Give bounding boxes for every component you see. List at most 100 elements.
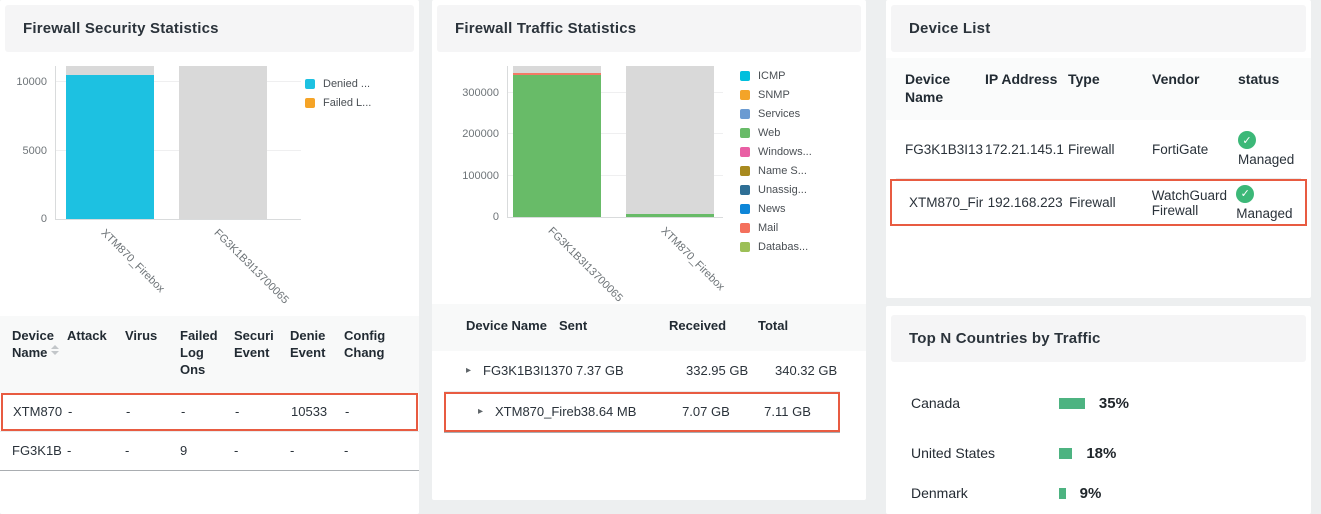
table-cell: - bbox=[235, 404, 240, 420]
expand-row-icon[interactable]: ▸ bbox=[478, 406, 484, 418]
bar-segment-denied-events[interactable] bbox=[66, 74, 154, 219]
legend-item[interactable]: Failed L... bbox=[305, 97, 371, 109]
table-cell: 172.21.145.1 bbox=[985, 141, 1064, 157]
table-cell: 7.37 GB bbox=[576, 363, 624, 379]
chart-gridline bbox=[508, 133, 723, 135]
column-header[interactable]: status bbox=[1238, 71, 1280, 87]
legend-item[interactable]: Windows... bbox=[740, 146, 812, 158]
column-header[interactable]: Device Name bbox=[466, 318, 547, 333]
bar-segment-unhighlighted-remainder[interactable] bbox=[513, 65, 601, 73]
bar-segment-unhighlighted-remainder[interactable] bbox=[66, 66, 154, 75]
bar-segment-web[interactable] bbox=[513, 74, 601, 217]
table-row[interactable]: FG3K1B - -9- - - bbox=[0, 432, 419, 470]
legend-item[interactable]: Services bbox=[740, 108, 812, 120]
table-cell: 10533 bbox=[291, 404, 328, 420]
legend-item[interactable]: Unassig... bbox=[740, 184, 812, 196]
chart-bar[interactable] bbox=[626, 66, 714, 217]
column-header[interactable]: Virus bbox=[125, 328, 158, 343]
expand-row-icon[interactable]: ▸ bbox=[466, 365, 472, 377]
column-header[interactable]: Denie Event bbox=[290, 328, 326, 360]
column-header[interactable]: Total bbox=[758, 318, 789, 333]
traffic-chart-legend: ICMP SNMP Services Web Windows... Name S... Un… bbox=[740, 70, 812, 260]
legend-item[interactable]: SNMP bbox=[740, 89, 812, 101]
bar-segment-unhighlighted-remainder[interactable] bbox=[179, 66, 267, 219]
panel-firewall-traffic-statistics: Firewall Traffic Statistics 0 100000 20000… bbox=[432, 0, 866, 500]
table-cell: - bbox=[181, 404, 186, 420]
table-row[interactable]: XTM870- - - -10533- bbox=[1, 392, 418, 431]
country-name: Canada bbox=[911, 395, 961, 411]
column-header[interactable]: Attack bbox=[67, 328, 107, 343]
panel-top-countries: Top N Countries by Traffic Canada 35% Unit… bbox=[886, 306, 1311, 514]
table-cell: - bbox=[345, 404, 350, 420]
legend-swatch-icon bbox=[740, 71, 750, 81]
legend-item[interactable]: Databas... bbox=[740, 241, 812, 253]
status-label: Managed bbox=[1236, 205, 1293, 221]
status-label: Managed bbox=[1238, 152, 1295, 168]
table-row[interactable]: ▸ XTM870_Fireb 38.64 MB 7.07 GB 7.11 GB bbox=[444, 391, 840, 432]
country-traffic-bar[interactable] bbox=[1059, 447, 1073, 459]
legend-swatch-icon bbox=[740, 147, 750, 157]
table-cell: - bbox=[234, 443, 239, 459]
chart-gridline bbox=[508, 91, 723, 93]
bar-segment-unhighlighted-remainder[interactable] bbox=[626, 66, 714, 215]
x-axis-category-label: FG3K1B3I13700065 bbox=[545, 225, 625, 305]
x-axis-category-label: XTM870_Firebox bbox=[98, 227, 167, 296]
chart-bar[interactable] bbox=[513, 65, 601, 217]
column-header[interactable]: Device Name bbox=[905, 71, 951, 106]
table-cell: - bbox=[125, 443, 130, 459]
table-row[interactable]: ▸ FG3K1B3I1370 7.37 GB 332.95 GB 340.32 GB bbox=[432, 351, 866, 391]
table-row[interactable]: FG3K1B3I13 172.21.145.1 Firewall FortiGate ✓… bbox=[886, 120, 1311, 178]
legend-label: SNMP bbox=[758, 89, 790, 101]
column-header[interactable]: IP Address bbox=[985, 71, 1058, 87]
table-header-row: Device Name Sent Received Total bbox=[432, 304, 866, 351]
sort-down-arrow-icon bbox=[51, 350, 60, 355]
legend-label: Databas... bbox=[758, 241, 809, 253]
legend-item[interactable]: Name S... bbox=[740, 165, 812, 177]
legend-item[interactable]: Mail bbox=[740, 222, 812, 234]
bar-segment-mail[interactable] bbox=[513, 72, 601, 75]
managed-check-icon: ✓ bbox=[1236, 184, 1255, 203]
row-separator bbox=[896, 178, 1301, 180]
column-header[interactable]: Sent bbox=[559, 318, 588, 333]
column-header[interactable]: Securi Event bbox=[234, 328, 274, 360]
column-header[interactable]: Device Name bbox=[12, 328, 67, 379]
column-header[interactable]: Config Chang bbox=[344, 328, 386, 360]
country-traffic-bar[interactable] bbox=[1059, 397, 1085, 409]
chart-plot-area bbox=[55, 66, 301, 220]
table-cell: Firewall bbox=[1069, 195, 1116, 211]
panel-device-list: Device List Device Name IP Address Type Ven… bbox=[886, 0, 1311, 298]
x-axis-category-label: FG3K1B3I13700065 bbox=[211, 227, 291, 307]
table-cell: XTM870 bbox=[13, 404, 63, 420]
table-cell: - bbox=[68, 404, 73, 420]
panel-header: Firewall Security Statistics bbox=[5, 5, 414, 52]
column-header[interactable]: Vendor bbox=[1152, 71, 1200, 87]
x-axis-category-label: XTM870_Firebox bbox=[658, 225, 727, 294]
legend-label: Mail bbox=[758, 222, 779, 234]
legend-item[interactable]: Denied ... bbox=[305, 78, 371, 90]
column-header[interactable]: Failed Log Ons bbox=[180, 328, 218, 377]
legend-swatch-icon bbox=[740, 185, 750, 195]
table-cell: 192.168.223 bbox=[987, 195, 1063, 211]
status-cell: ✓ Managed bbox=[1238, 131, 1308, 167]
legend-item[interactable]: News bbox=[740, 203, 812, 215]
table-cell: WatchGuard Firewall bbox=[1151, 187, 1227, 218]
chart-bar[interactable] bbox=[179, 66, 267, 219]
table-row[interactable]: XTM870_Fir 192.168.223 Firewall WatchGuard … bbox=[890, 179, 1307, 227]
country-name: Denmark bbox=[911, 485, 968, 501]
legend-swatch-icon bbox=[305, 98, 315, 108]
chart-bar[interactable] bbox=[66, 66, 154, 219]
legend-label: Name S... bbox=[758, 165, 807, 177]
legend-item[interactable]: ICMP bbox=[740, 70, 812, 82]
table-cell: XTM870_Fir bbox=[909, 195, 984, 211]
legend-swatch-icon bbox=[740, 204, 750, 214]
column-header[interactable]: Type bbox=[1068, 71, 1100, 87]
column-header[interactable]: Received bbox=[669, 318, 727, 333]
bar-segment-web[interactable] bbox=[626, 214, 714, 217]
legend-swatch-icon bbox=[740, 90, 750, 100]
panel-firewall-security-statistics: Firewall Security Statistics 0 5000 10000 X… bbox=[0, 0, 419, 514]
country-traffic-bar[interactable] bbox=[1059, 487, 1066, 499]
sort-icon[interactable] bbox=[51, 344, 60, 355]
legend-swatch-icon bbox=[740, 128, 750, 138]
panel-title: Device List bbox=[909, 20, 991, 37]
legend-item[interactable]: Web bbox=[740, 127, 812, 139]
